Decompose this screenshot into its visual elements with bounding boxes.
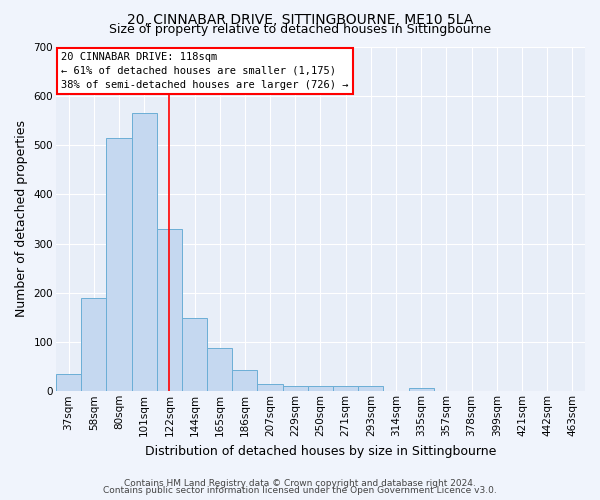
Bar [56, 374, 81, 392]
Bar [207, 348, 232, 392]
Bar [232, 370, 257, 392]
Bar [409, 388, 434, 392]
Bar [131, 113, 157, 392]
Bar [157, 228, 182, 392]
Text: Size of property relative to detached houses in Sittingbourne: Size of property relative to detached ho… [109, 22, 491, 36]
Y-axis label: Number of detached properties: Number of detached properties [15, 120, 28, 318]
Bar [257, 384, 283, 392]
Bar [182, 318, 207, 392]
Text: 20 CINNABAR DRIVE: 118sqm
← 61% of detached houses are smaller (1,175)
38% of se: 20 CINNABAR DRIVE: 118sqm ← 61% of detac… [61, 52, 349, 90]
X-axis label: Distribution of detached houses by size in Sittingbourne: Distribution of detached houses by size … [145, 444, 496, 458]
Bar [333, 386, 358, 392]
Text: 20, CINNABAR DRIVE, SITTINGBOURNE, ME10 5LA: 20, CINNABAR DRIVE, SITTINGBOURNE, ME10 … [127, 12, 473, 26]
Bar [106, 138, 131, 392]
Text: Contains public sector information licensed under the Open Government Licence v3: Contains public sector information licen… [103, 486, 497, 495]
Bar [283, 386, 308, 392]
Text: Contains HM Land Registry data © Crown copyright and database right 2024.: Contains HM Land Registry data © Crown c… [124, 478, 476, 488]
Bar [81, 298, 106, 392]
Bar [308, 386, 333, 392]
Bar [358, 386, 383, 392]
